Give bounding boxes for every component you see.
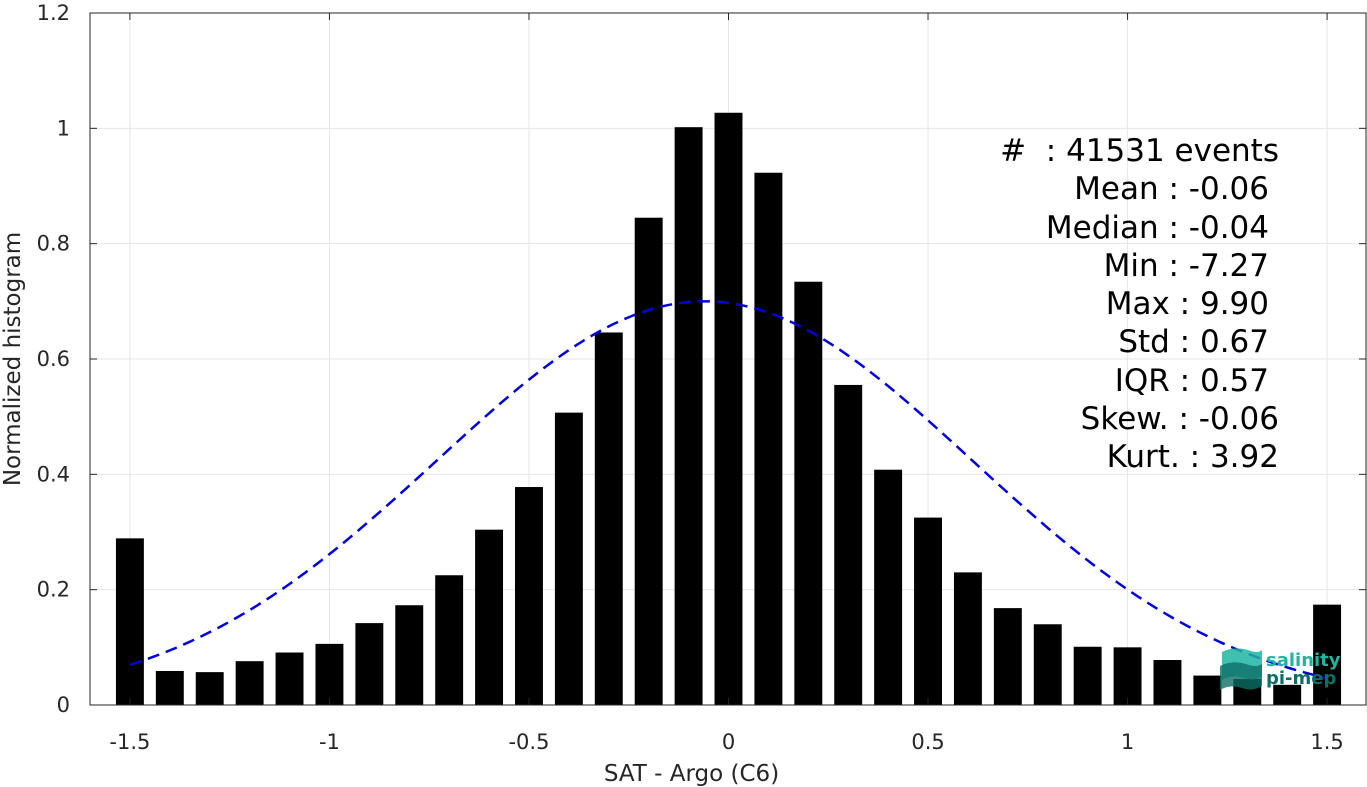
y-axis-label: Normalized histogram — [0, 232, 26, 486]
histogram-bar — [634, 217, 663, 705]
histogram-bar — [155, 670, 184, 705]
histogram-bar — [315, 643, 344, 705]
statistics-annotation: # : 41531 events Mean : -0.06 Median : -… — [1000, 132, 1279, 477]
histogram-bar — [714, 112, 743, 706]
x-tick-label: -1.5 — [109, 730, 150, 754]
salinity-pimep-logo: salinity pi-mep — [1218, 646, 1348, 696]
histogram-bar — [993, 608, 1022, 705]
histogram-bars — [115, 112, 1342, 706]
logo-wave-icon — [1220, 648, 1262, 690]
histogram-bar — [834, 384, 863, 705]
y-tick-label: 0 — [57, 693, 70, 717]
histogram-bar — [594, 332, 623, 705]
stat-std: Std : 0.67 — [1118, 324, 1269, 361]
histogram-bar — [1273, 684, 1302, 705]
y-tick-label: 0.8 — [37, 232, 70, 256]
x-axis-label: SAT - Argo (C6) — [604, 761, 779, 787]
histogram-bar — [395, 605, 424, 705]
x-tick-label: 0 — [722, 730, 735, 754]
histogram-bar — [195, 672, 224, 705]
histogram-bar — [953, 572, 982, 705]
histogram-bar — [754, 172, 783, 705]
histogram-bar — [674, 127, 703, 706]
stat-events: # : 41531 events — [1000, 133, 1279, 169]
stat-median: Median : -0.04 — [1045, 209, 1269, 246]
y-tick-label: 0.2 — [37, 578, 70, 602]
stat-min: Min : -7.27 — [1103, 247, 1269, 284]
stat-max: Max : 9.90 — [1105, 286, 1269, 323]
histogram-bar — [1153, 660, 1182, 705]
histogram-bar — [874, 469, 903, 705]
histogram-bar — [1073, 646, 1102, 705]
stat-kurt: Kurt. : 3.92 — [1106, 439, 1279, 476]
x-tick-label: -1 — [319, 730, 340, 754]
histogram-bar — [1193, 675, 1222, 705]
y-tick-label: 0.4 — [37, 462, 70, 486]
histogram-bar — [554, 412, 583, 705]
histogram-bar — [435, 575, 464, 705]
stat-mean: Mean : -0.06 — [1074, 171, 1269, 208]
x-axis-ticks: -1.5 -1 -0.5 0 0.5 1 1.5 — [109, 13, 1344, 754]
histogram-bar — [1313, 604, 1342, 705]
x-tick-label: 1.5 — [1310, 730, 1343, 754]
histogram-bar — [355, 623, 384, 705]
histogram-bar — [1113, 647, 1142, 705]
logo-line1: salinity — [1266, 650, 1341, 671]
normal-fit-curve — [129, 300, 1328, 680]
y-tick-label: 1.2 — [37, 1, 70, 25]
stat-skew: Skew. : -0.06 — [1080, 401, 1279, 438]
y-tick-label: 0.6 — [37, 347, 70, 371]
histogram-bar — [235, 661, 264, 705]
histogram-bar — [914, 517, 942, 705]
y-tick-label: 1 — [57, 116, 70, 140]
histogram-bar — [115, 538, 144, 705]
histogram-bar — [1033, 624, 1062, 705]
stat-iqr: IQR : 0.57 — [1114, 362, 1269, 399]
histogram-bar — [515, 487, 543, 705]
histogram-bar — [475, 529, 504, 705]
x-tick-label: -0.5 — [508, 730, 549, 754]
histogram-bar — [275, 652, 304, 705]
y-axis-ticks: 0 0.2 0.4 0.6 0.8 1 1.2 — [37, 1, 1366, 717]
logo-line2: pi-mep — [1266, 668, 1337, 689]
x-tick-label: 1 — [1121, 730, 1134, 754]
histogram-bar — [794, 281, 823, 705]
x-tick-label: 0.5 — [911, 730, 944, 754]
